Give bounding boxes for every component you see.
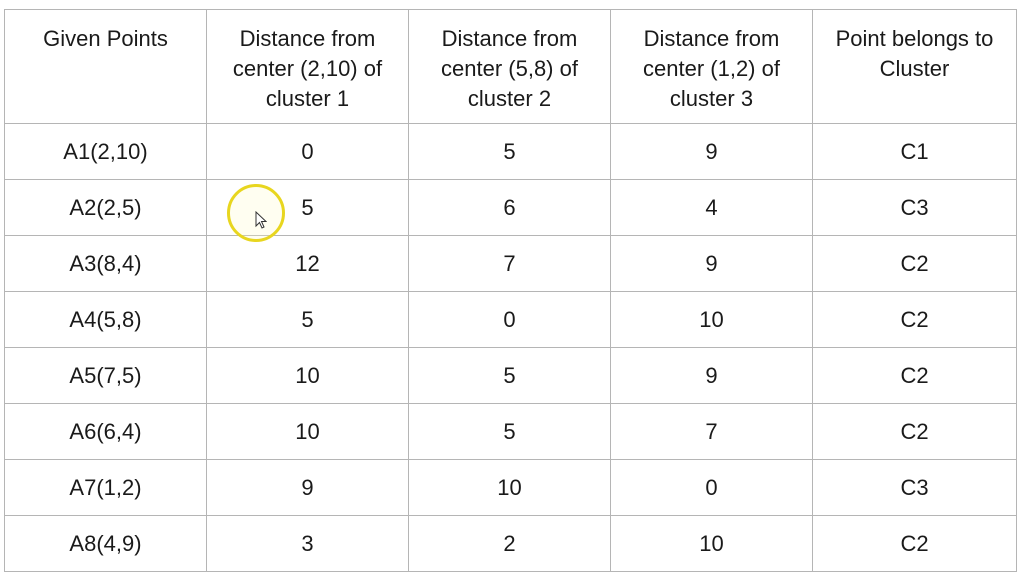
distance-c1-cell: 10 <box>206 347 409 404</box>
cluster-cell: C2 <box>812 347 1017 404</box>
header-distance-cluster-2: Distance from center (5,8) of cluster 2 <box>408 9 611 124</box>
table-row: A4(5,8) 5 0 10 C2 <box>4 291 1017 348</box>
distance-c3-cell: 9 <box>610 123 813 180</box>
distance-c1-cell: 9 <box>206 459 409 516</box>
distance-c2-cell: 6 <box>408 179 611 236</box>
distance-c2-cell: 0 <box>408 291 611 348</box>
kmeans-distance-table-container: Given Points Distance from center (2,10)… <box>4 9 1017 572</box>
point-cell: A6(6,4) <box>4 403 207 460</box>
header-cluster-assignment: Point belongs to Cluster <box>812 9 1017 124</box>
table-row: A5(7,5) 10 5 9 C2 <box>4 347 1017 404</box>
distance-c2-cell: 10 <box>408 459 611 516</box>
distance-c2-cell: 2 <box>408 515 611 572</box>
cluster-cell: C3 <box>812 459 1017 516</box>
distance-c3-cell: 0 <box>610 459 813 516</box>
point-cell: A7(1,2) <box>4 459 207 516</box>
table-row: A7(1,2) 9 10 0 C3 <box>4 459 1017 516</box>
cluster-cell: C2 <box>812 235 1017 292</box>
table-row: A3(8,4) 12 7 9 C2 <box>4 235 1017 292</box>
distance-c3-cell: 9 <box>610 347 813 404</box>
distance-c2-cell: 7 <box>408 235 611 292</box>
cluster-cell: C1 <box>812 123 1017 180</box>
table-row: A8(4,9) 3 2 10 C2 <box>4 515 1017 572</box>
point-cell: A4(5,8) <box>4 291 207 348</box>
distance-c3-cell: 9 <box>610 235 813 292</box>
table-row: A1(2,10) 0 5 9 C1 <box>4 123 1017 180</box>
point-cell: A3(8,4) <box>4 235 207 292</box>
header-row: Given Points Distance from center (2,10)… <box>4 9 1017 124</box>
distance-c1-cell: 10 <box>206 403 409 460</box>
distance-c3-cell: 10 <box>610 291 813 348</box>
point-cell: A2(2,5) <box>4 179 207 236</box>
cluster-cell: C2 <box>812 403 1017 460</box>
distance-c2-cell: 5 <box>408 123 611 180</box>
cluster-cell: C3 <box>812 179 1017 236</box>
distance-c1-cell: 3 <box>206 515 409 572</box>
cluster-cell: C2 <box>812 291 1017 348</box>
table-row: A6(6,4) 10 5 7 C2 <box>4 403 1017 460</box>
distance-c1-cell: 5 <box>206 291 409 348</box>
header-distance-cluster-3: Distance from center (1,2) of cluster 3 <box>610 9 813 124</box>
distance-c3-cell: 7 <box>610 403 813 460</box>
distance-c3-cell: 4 <box>610 179 813 236</box>
point-cell: A1(2,10) <box>4 123 207 180</box>
distance-c2-cell: 5 <box>408 403 611 460</box>
kmeans-distance-table: Given Points Distance from center (2,10)… <box>4 9 1017 572</box>
distance-c3-cell: 10 <box>610 515 813 572</box>
distance-c1-cell: 12 <box>206 235 409 292</box>
table-row: A2(2,5) 5 6 4 C3 <box>4 179 1017 236</box>
distance-c1-cell: 5 <box>206 179 409 236</box>
point-cell: A8(4,9) <box>4 515 207 572</box>
distance-c1-cell: 0 <box>206 123 409 180</box>
header-distance-cluster-1: Distance from center (2,10) of cluster 1 <box>206 9 409 124</box>
header-given-points: Given Points <box>4 9 207 124</box>
point-cell: A5(7,5) <box>4 347 207 404</box>
distance-c2-cell: 5 <box>408 347 611 404</box>
cluster-cell: C2 <box>812 515 1017 572</box>
